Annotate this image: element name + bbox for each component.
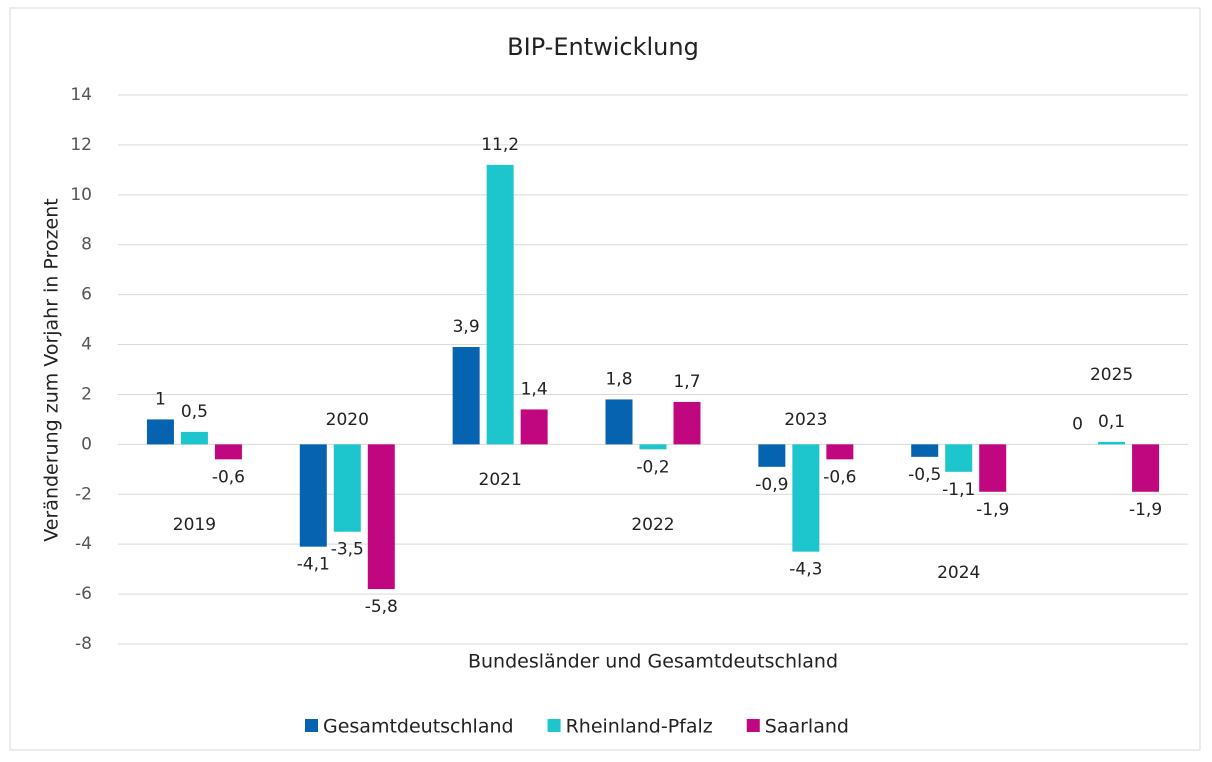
bar <box>1132 444 1160 492</box>
bar <box>367 444 395 590</box>
bar <box>792 444 820 552</box>
y-tick-label: 10 <box>70 185 92 205</box>
y-tick-label: -6 <box>75 584 92 604</box>
data-label: -3,5 <box>331 540 364 560</box>
y-tick-label: -8 <box>75 634 92 654</box>
bar <box>333 444 361 532</box>
bar <box>299 444 327 547</box>
bar <box>945 444 973 472</box>
y-tick-label: 8 <box>81 235 92 255</box>
y-tick-label: 14 <box>70 85 92 105</box>
data-label: -1,9 <box>976 500 1009 520</box>
chart-frame <box>9 7 1201 751</box>
data-label: 0,1 <box>1098 412 1125 432</box>
data-label: -0,6 <box>823 467 856 487</box>
bar <box>520 409 548 445</box>
chart-title: BIP-Entwicklung <box>507 33 699 61</box>
bar <box>911 444 939 457</box>
bar <box>979 444 1007 492</box>
bar <box>673 401 701 445</box>
data-label: -5,8 <box>365 597 398 617</box>
bar <box>452 347 480 445</box>
data-label: -1,1 <box>942 480 975 500</box>
legend-swatch <box>746 719 760 732</box>
data-label: 1,8 <box>605 369 632 389</box>
data-label: 0,5 <box>181 402 208 422</box>
x-tick-label: 2019 <box>173 515 216 535</box>
data-label: 1 <box>155 389 166 409</box>
y-tick-label: 4 <box>81 335 92 355</box>
bar <box>214 444 242 460</box>
data-label: -0,9 <box>755 475 788 495</box>
data-label: -4,3 <box>789 560 822 580</box>
data-label: -4,1 <box>297 555 330 575</box>
bar <box>826 444 854 460</box>
data-label: 11,2 <box>481 135 519 155</box>
data-label: 1,4 <box>521 379 548 399</box>
y-tick-label: 2 <box>81 384 92 404</box>
data-label: -0,2 <box>636 457 669 477</box>
data-label: -1,9 <box>1129 500 1162 520</box>
legend-swatch <box>547 719 561 732</box>
y-tick-label: 0 <box>81 434 92 454</box>
x-tick-label: 2024 <box>937 563 980 583</box>
bar <box>486 164 514 445</box>
y-tick-label: -4 <box>75 534 92 554</box>
bar <box>146 419 174 445</box>
data-label: -0,6 <box>212 467 245 487</box>
x-tick-label: 2025 <box>1090 365 1133 385</box>
data-label: 1,7 <box>673 372 700 392</box>
x-axis-label: Bundesländer und Gesamtdeutschland <box>468 651 838 673</box>
legend-label: Saarland <box>765 716 849 738</box>
x-tick-label: 2020 <box>326 410 369 430</box>
bar <box>605 399 633 445</box>
y-tick-label: 12 <box>70 135 92 155</box>
data-label: -0,5 <box>908 465 941 485</box>
data-label: 0 <box>1072 414 1083 434</box>
x-tick-label: 2022 <box>631 515 674 535</box>
legend-label: Rheinland-Pfalz <box>566 716 713 738</box>
x-tick-label: 2021 <box>479 470 522 490</box>
y-tick-label: 6 <box>81 285 92 305</box>
legend-swatch <box>305 719 318 732</box>
bar <box>1098 441 1126 445</box>
y-axis-label: Veränderung zum Vorjahr in Prozent <box>41 198 63 541</box>
legend-label: Gesamtdeutschland <box>323 716 514 738</box>
data-label: 3,9 <box>453 317 480 337</box>
x-tick-label: 2023 <box>784 410 827 430</box>
bar <box>639 444 667 450</box>
bar <box>180 431 208 445</box>
bar <box>758 444 786 467</box>
y-tick-label: -2 <box>75 484 92 504</box>
